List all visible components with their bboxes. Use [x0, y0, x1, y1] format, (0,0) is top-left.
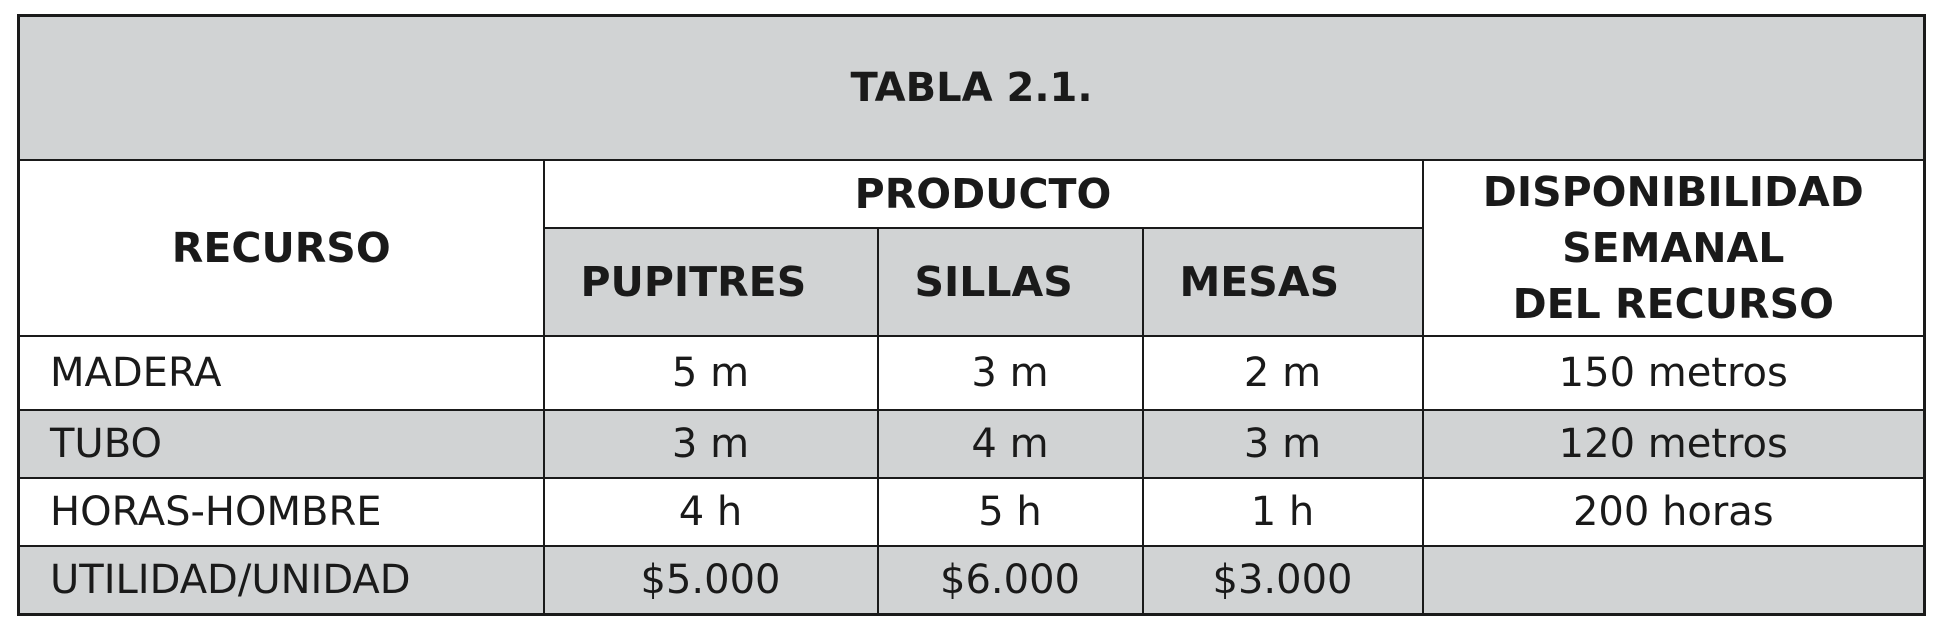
row-label: HORAS-HOMBRE — [17, 477, 545, 547]
cell-mesas: 3 m — [1141, 409, 1424, 479]
cell-sillas: 3 m — [876, 335, 1144, 411]
header-producto: PRODUCTO — [542, 159, 1424, 229]
cell-disponibilidad — [1421, 545, 1926, 616]
header-row-1: RECURSO PRODUCTO DISPONIBILIDAD SEMANAL … — [17, 159, 1926, 337]
cell-disponibilidad: 150 metros — [1421, 335, 1926, 411]
cell-disponibilidad: 200 horas — [1421, 477, 1926, 547]
table-row: TUBO 3 m 4 m 3 m 120 metros — [17, 409, 1926, 479]
header-mesas: MESAS — [1141, 227, 1424, 337]
table-2-1: TABLA 2.1. RECURSO PRODUCTO DISPONIBILID… — [17, 14, 1927, 616]
row-label: MADERA — [17, 335, 545, 411]
cell-pupitres: 5 m — [542, 335, 879, 411]
header-disponibilidad-line-2: SEMANAL — [1562, 224, 1785, 272]
row-label: TUBO — [17, 409, 545, 479]
header-disponibilidad-line-1: DISPONIBILIDAD — [1482, 168, 1864, 216]
cell-mesas: 2 m — [1141, 335, 1424, 411]
cell-pupitres: 4 h — [542, 477, 879, 547]
cell-pupitres: $5.000 — [542, 545, 879, 616]
cell-disponibilidad: 120 metros — [1421, 409, 1926, 479]
header-recurso: RECURSO — [17, 159, 545, 337]
row-label: UTILIDAD/UNIDAD — [17, 545, 545, 616]
header-pupitres: PUPITRES — [542, 227, 879, 337]
cell-sillas: $6.000 — [876, 545, 1144, 616]
table-row: MADERA 5 m 3 m 2 m 150 metros — [17, 335, 1926, 411]
header-disponibilidad-line-3: DEL RECURSO — [1512, 280, 1834, 328]
cell-sillas: 5 h — [876, 477, 1144, 547]
table-row: HORAS-HOMBRE 4 h 5 h 1 h 200 horas — [17, 477, 1926, 547]
header-sillas: SILLAS — [876, 227, 1144, 337]
cell-pupitres: 3 m — [542, 409, 879, 479]
table-title: TABLA 2.1. — [17, 14, 1926, 161]
title-row: TABLA 2.1. — [17, 14, 1926, 161]
header-disponibilidad: DISPONIBILIDAD SEMANAL DEL RECURSO — [1421, 159, 1926, 337]
table-row: UTILIDAD/UNIDAD $5.000 $6.000 $3.000 — [17, 545, 1926, 616]
cell-mesas: 1 h — [1141, 477, 1424, 547]
header-row-2: PUPITRES SILLAS MESAS — [19, 227, 1925, 337]
cell-sillas: 4 m — [876, 409, 1144, 479]
cell-mesas: $3.000 — [1141, 545, 1424, 616]
